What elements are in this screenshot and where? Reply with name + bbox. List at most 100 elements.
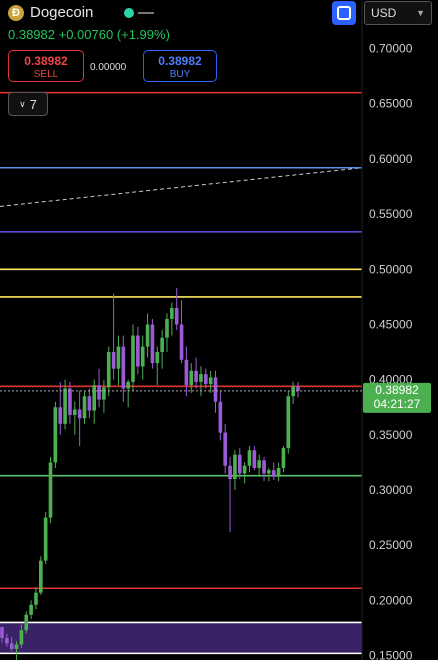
candle-body — [77, 409, 82, 419]
candle-body — [218, 401, 223, 433]
buy-label: BUY — [169, 69, 191, 80]
candle-body — [199, 374, 203, 382]
trendline — [0, 167, 363, 207]
candle-body — [184, 359, 189, 386]
candle-body — [140, 346, 145, 367]
candle-body — [48, 462, 53, 518]
currency-select[interactable]: USD ▼ — [364, 1, 432, 25]
candle-body — [228, 465, 232, 479]
currency-value: USD — [371, 6, 397, 20]
candle-body — [116, 346, 121, 369]
candle-body — [237, 454, 242, 474]
sell-price: 0.38982 — [24, 54, 68, 68]
candles — [0, 288, 300, 660]
candle-body — [170, 307, 174, 319]
candle-body — [160, 337, 164, 353]
square-icon — [337, 6, 351, 20]
candle-body — [155, 352, 160, 364]
dogecoin-icon: Ð — [8, 4, 24, 21]
status-slider-track — [138, 12, 154, 14]
candle-body — [247, 450, 252, 466]
last-price-label: 0.38982 — [375, 383, 419, 397]
y-tick-label: 0.20000 — [369, 593, 413, 607]
candle-body — [233, 454, 237, 479]
trendline-layer — [0, 167, 363, 207]
candle-body — [145, 324, 150, 347]
candle-body — [126, 381, 130, 389]
candle-body — [131, 335, 135, 382]
candle-body — [87, 396, 92, 411]
y-tick-label: 0.50000 — [369, 262, 413, 276]
candle-body — [68, 388, 72, 415]
horizontal-lines — [0, 91, 362, 655]
candle-body — [267, 470, 271, 474]
candle-body — [39, 560, 43, 593]
y-tick-label: 0.45000 — [369, 317, 413, 331]
sell-button[interactable]: 0.38982 SELL — [8, 50, 84, 82]
candle-body — [165, 318, 169, 338]
candle-body — [92, 385, 97, 411]
candle-body — [53, 407, 58, 463]
candle-body — [29, 604, 33, 615]
candle-body — [194, 370, 198, 382]
candle-body — [257, 460, 261, 468]
y-tick-label: 0.65000 — [369, 97, 413, 111]
y-tick-label: 0.15000 — [369, 649, 413, 660]
candle-body — [14, 644, 19, 649]
candle-body — [82, 396, 87, 419]
candle-body — [281, 448, 286, 468]
candle-body — [203, 374, 208, 385]
candle-body — [9, 643, 14, 649]
market-status-dot — [124, 8, 134, 18]
chevron-down-icon: ∨ — [19, 98, 26, 109]
y-tick-label: 0.30000 — [369, 483, 413, 497]
candle-body — [179, 324, 184, 360]
zone-layer — [0, 622, 362, 654]
y-tick-label: 0.70000 — [369, 42, 413, 56]
y-tick-label: 0.60000 — [369, 152, 413, 166]
candle-body — [136, 335, 140, 367]
last-price-tag: 0.38982 04:21:27 — [363, 382, 431, 413]
sell-label: SELL — [33, 69, 59, 80]
symbol-header[interactable]: Ð Dogecoin — [8, 4, 93, 21]
candle-body — [5, 637, 9, 644]
toolbar-toggle-button[interactable] — [332, 1, 356, 25]
candle-body — [252, 450, 257, 468]
candle-body — [19, 630, 24, 645]
candle-body — [276, 467, 281, 477]
indicators-toggle[interactable]: ∨ 7 — [8, 92, 48, 116]
candle-body — [102, 387, 106, 400]
y-tick-label: 0.35000 — [369, 428, 413, 442]
candle-body — [262, 460, 266, 474]
buy-button[interactable]: 0.38982 BUY — [143, 50, 217, 82]
candle-body — [174, 307, 179, 325]
candle-body — [58, 407, 63, 424]
candle-body — [63, 388, 67, 424]
candle-body — [43, 517, 48, 561]
indicator-count: 7 — [29, 96, 37, 112]
price-change-quote: 0.38982 +0.00760 (+1.99%) — [8, 27, 170, 42]
candle-body — [208, 377, 213, 385]
candle-body — [150, 324, 155, 364]
candle-body — [97, 385, 101, 400]
symbol-name: Dogecoin — [30, 4, 94, 21]
candle-body — [213, 377, 218, 402]
candle-body — [111, 352, 116, 369]
y-tick-label: 0.25000 — [369, 538, 413, 552]
candle-body — [72, 409, 77, 415]
candle-body — [242, 465, 247, 474]
support-zone — [0, 622, 362, 654]
candle-body — [106, 352, 111, 388]
y-axis-ticks[interactable]: 0.70000 0.65000 0.60000 0.55000 0.50000 0.450… — [369, 42, 413, 660]
y-tick-label: 0.55000 — [369, 207, 413, 221]
candle-body — [286, 396, 291, 449]
candle-body — [24, 614, 29, 631]
candle-body — [223, 432, 228, 466]
candle-body — [296, 386, 300, 391]
buy-price: 0.38982 — [158, 54, 202, 68]
spread-value: 0.00000 — [90, 62, 127, 73]
chevron-down-icon: ▼ — [416, 8, 425, 18]
candle-body — [0, 626, 4, 638]
candle-body — [121, 346, 126, 389]
